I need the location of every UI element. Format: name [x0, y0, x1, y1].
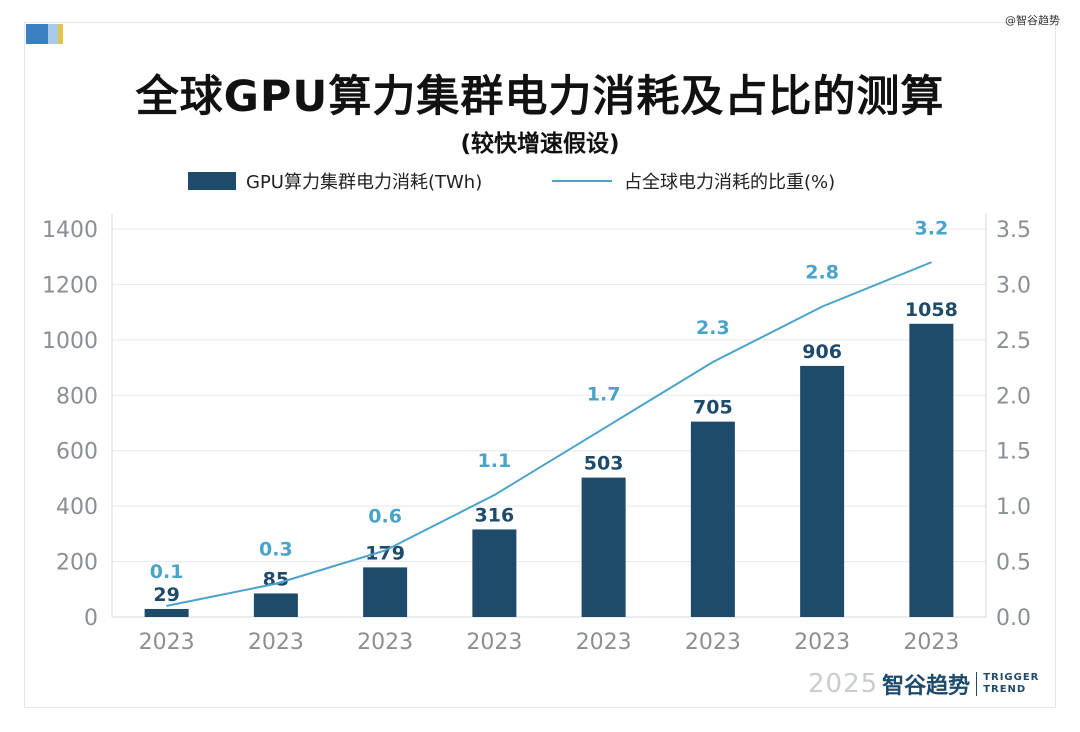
x-tick-label: 2023 — [357, 630, 413, 655]
y-left-tick-label: 800 — [56, 384, 98, 409]
share-value-label: 2.8 — [805, 262, 839, 284]
bar-value-label: 705 — [693, 397, 733, 419]
bar — [909, 323, 954, 617]
y-right-tick-label: 2.0 — [996, 384, 1031, 409]
brand-en-line1: TRIGGER — [983, 672, 1040, 683]
x-tick-label: 2023 — [903, 630, 959, 655]
accent-stripe-2 — [48, 24, 58, 44]
x-tick-label: 2023 — [794, 630, 850, 655]
y-right-tick-label: 0.5 — [996, 551, 1031, 576]
brand-separator — [976, 672, 978, 696]
x-tick-label: 2023 — [139, 630, 195, 655]
x-tick-label: 2023 — [466, 630, 522, 655]
x-tick-label: 2023 — [248, 630, 304, 655]
bar — [800, 365, 845, 617]
bar-value-label: 906 — [802, 341, 842, 363]
bar-value-label: 29 — [153, 584, 179, 606]
share-value-label: 3.2 — [915, 217, 949, 239]
bar — [690, 421, 735, 617]
legend-line-swatch — [552, 180, 612, 182]
x-tick-label: 2023 — [576, 630, 632, 655]
chart-title: 全球GPU算力集群电力消耗及占比的测算 — [135, 72, 945, 122]
chart-card — [24, 22, 1056, 708]
share-point — [166, 605, 168, 607]
bar-value-label: 1058 — [905, 299, 958, 321]
accent-stripe-1 — [26, 24, 48, 44]
watermark: @智谷趋势 — [1005, 14, 1060, 27]
share-point — [493, 494, 495, 496]
bar-value-label: 179 — [365, 542, 405, 564]
brand-logo: 2025 智谷趋势 TRIGGER TREND — [808, 668, 1039, 700]
y-right-tick-label: 1.5 — [996, 440, 1031, 465]
bar — [581, 477, 626, 617]
y-right-tick-label: 1.0 — [996, 495, 1031, 520]
bar-value-label: 503 — [584, 453, 624, 475]
y-left-tick-label: 1200 — [42, 273, 98, 298]
legend-bar-swatch — [188, 172, 236, 190]
chart-subtitle: (较快增速假设) — [460, 131, 620, 157]
x-tick-label: 2023 — [685, 630, 741, 655]
share-value-label: 1.7 — [587, 384, 621, 406]
bar — [144, 608, 189, 617]
share-value-label: 0.3 — [259, 539, 293, 561]
legend-line-label: 占全球电力消耗的比重(%) — [624, 172, 836, 193]
share-point — [930, 261, 932, 263]
share-point — [712, 361, 714, 363]
brand-english: TRIGGER TREND — [983, 672, 1039, 696]
y-left-tick-label: 600 — [56, 440, 98, 465]
y-right-tick-label: 3.5 — [996, 218, 1031, 243]
brand-year: 2025 — [808, 669, 879, 699]
share-line — [166, 261, 932, 607]
accent-stripe-3 — [58, 24, 63, 44]
y-right-tick-label: 0.0 — [996, 606, 1031, 631]
share-point — [603, 428, 605, 430]
share-value-label: 1.1 — [478, 450, 512, 472]
bar — [363, 567, 408, 617]
legend-bar-series: GPU算力集群电力消耗(TWh) — [188, 168, 482, 194]
brand-name: 智谷趋势 — [882, 674, 971, 699]
y-right-tick-label: 3.0 — [996, 273, 1031, 298]
y-right-tick-label: 2.5 — [996, 329, 1031, 354]
legend-bar-label: GPU算力集群电力消耗(TWh) — [246, 172, 483, 193]
brand-en-line2: TREND — [983, 684, 1027, 695]
bar — [472, 529, 517, 617]
y-left-tick-label: 400 — [56, 495, 98, 520]
bar-value-label: 316 — [475, 504, 515, 526]
bar-value-label: 85 — [263, 568, 289, 590]
y-left-tick-label: 200 — [56, 551, 98, 576]
y-left-tick-label: 1000 — [42, 329, 98, 354]
share-point — [275, 583, 277, 585]
legend-line-series: 占全球电力消耗的比重(%) — [552, 168, 835, 194]
share-point — [384, 549, 386, 551]
y-left-tick-label: 1400 — [42, 218, 98, 243]
share-value-label: 0.6 — [368, 505, 402, 527]
share-value-label: 2.3 — [696, 317, 730, 339]
share-value-label: 0.1 — [150, 561, 184, 583]
y-left-tick-label: 0 — [84, 606, 98, 631]
bar — [253, 593, 298, 617]
share-point — [821, 306, 823, 308]
